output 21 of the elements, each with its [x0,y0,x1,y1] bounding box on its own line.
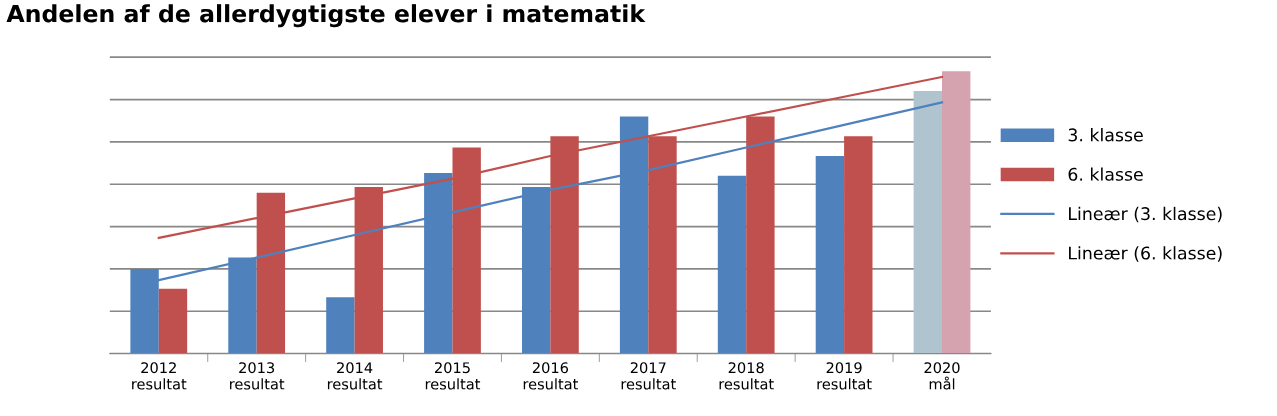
x-tick-label: 2019 resultat [817,362,872,390]
chart-title: Andelen af de allerdygtigste elever i matematik [6,4,646,28]
legend-label: Lineær (3. klasse) [1069,206,1222,223]
bar [158,288,188,354]
legend-label: Lineær (6. klasse) [1069,246,1222,262]
x-tick-label: 2015 resultat [425,362,481,390]
legend-label: 6. klasse [1068,167,1143,181]
x-tick-label: 2013 resultat [230,362,285,390]
bar [815,156,845,354]
x-tick-label: 2020 mål [924,362,960,390]
x-tick-label: 2018 resultat [719,362,774,390]
bar [913,91,942,354]
bar [717,175,747,354]
bar [326,297,355,354]
bar [942,71,971,354]
x-tick-label: 2016 resultat [523,362,578,390]
x-tick-label: 2012 resultat [132,362,187,390]
legend-label: 3. klasse [1068,128,1143,142]
bar [844,136,873,354]
x-tick-label: 2017 resultat [621,362,676,390]
x-tick-label: 2014 resultat [327,362,383,390]
